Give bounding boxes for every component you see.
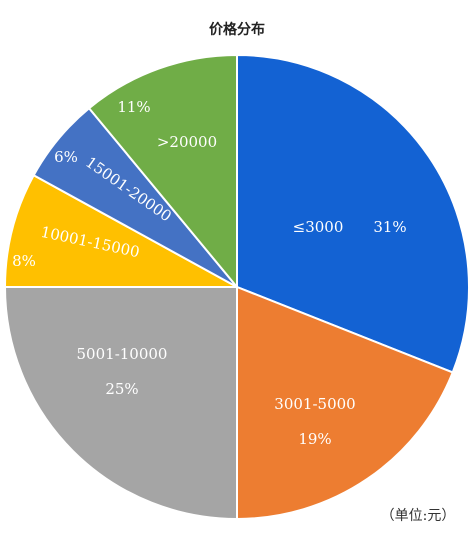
value-label: 31% [373, 218, 406, 236]
value-label: 25% [105, 380, 138, 398]
slice-label: 5001-10000 [77, 345, 168, 363]
pie-slice [3, 173, 238, 288]
slice-label: >20000 [157, 133, 217, 151]
value-label: 6% [54, 148, 78, 166]
pie-slice [236, 53, 470, 374]
pie-slice [3, 286, 238, 521]
value-label: 11% [117, 98, 150, 116]
unit-note: （单位:元） [381, 508, 456, 524]
value-label: 8% [12, 252, 36, 270]
value-label: 19% [298, 430, 331, 448]
pie-slice [236, 285, 455, 521]
pie-slice [87, 53, 238, 290]
chart-title: 价格分布 [209, 21, 265, 38]
slice-label: ≤3000 [293, 218, 344, 236]
slice-label: 3001-5000 [274, 395, 355, 413]
